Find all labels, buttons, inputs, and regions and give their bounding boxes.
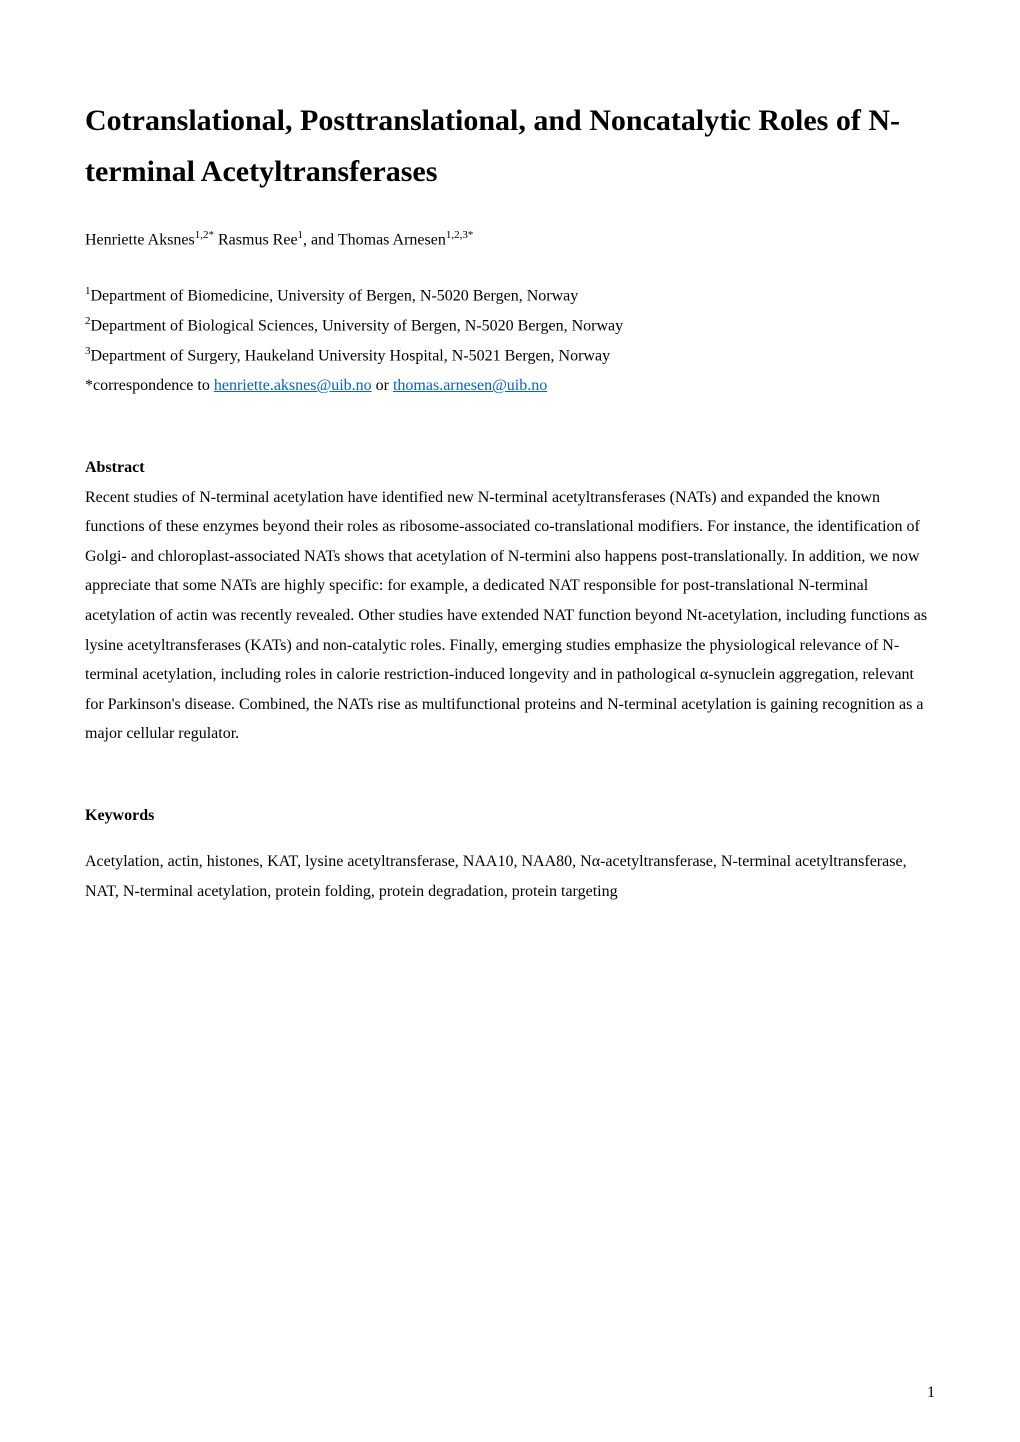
author-1-sup: 1,2* — [195, 229, 214, 241]
affiliation-3: 3Department of Surgery, Haukeland Univer… — [85, 341, 935, 371]
affiliation-1-text: Department of Biomedicine, University of… — [91, 288, 579, 305]
affiliation-1: 1Department of Biomedicine, University o… — [85, 281, 935, 311]
author-3-sup: 1,2,3* — [446, 229, 474, 241]
abstract-text: Recent studies of N-terminal acetylation… — [85, 483, 935, 749]
affiliation-2-text: Department of Biological Sciences, Unive… — [91, 318, 624, 335]
correspondence-prefix: *correspondence to — [85, 377, 214, 394]
author-2-name: Rasmus Ree — [214, 231, 298, 248]
affiliation-3-text: Department of Surgery, Haukeland Univers… — [91, 348, 611, 365]
paper-title: Cotranslational, Posttranslational, and … — [85, 95, 935, 197]
author-1-name: Henriette Aksnes — [85, 231, 195, 248]
authors-line: Henriette Aksnes1,2* Rasmus Ree1, and Th… — [85, 229, 935, 249]
keywords-text: Acetylation, actin, histones, KAT, lysin… — [85, 847, 935, 906]
keywords-heading: Keywords — [85, 807, 935, 825]
correspondence-line: *correspondence to henriette.aksnes@uib.… — [85, 371, 935, 401]
affiliations-block: 1Department of Biomedicine, University o… — [85, 281, 935, 400]
affiliation-2: 2Department of Biological Sciences, Univ… — [85, 311, 935, 341]
abstract-heading: Abstract — [85, 459, 935, 477]
correspondence-or: or — [372, 377, 393, 394]
author-3-name: , and Thomas Arnesen — [303, 231, 446, 248]
email-link-2[interactable]: thomas.arnesen@uib.no — [393, 377, 547, 394]
page-number: 1 — [927, 1384, 935, 1402]
email-link-1[interactable]: henriette.aksnes@uib.no — [214, 377, 372, 394]
